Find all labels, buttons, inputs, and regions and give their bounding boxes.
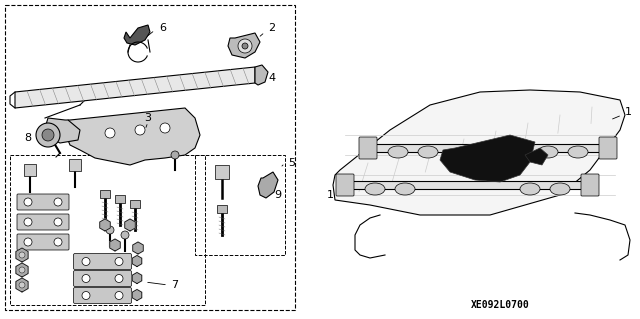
Bar <box>115 195 125 203</box>
Text: 5: 5 <box>289 158 296 168</box>
Circle shape <box>160 123 170 133</box>
Ellipse shape <box>388 146 408 158</box>
Polygon shape <box>45 118 80 143</box>
Circle shape <box>19 252 25 258</box>
Bar <box>100 190 110 198</box>
Text: 6: 6 <box>159 23 166 33</box>
Polygon shape <box>132 290 142 300</box>
Circle shape <box>238 39 252 53</box>
Polygon shape <box>333 90 625 215</box>
Polygon shape <box>133 242 143 254</box>
Circle shape <box>106 226 114 234</box>
Polygon shape <box>16 248 28 262</box>
Ellipse shape <box>418 146 438 158</box>
Polygon shape <box>124 25 150 45</box>
Circle shape <box>54 198 62 206</box>
Polygon shape <box>440 135 535 182</box>
Circle shape <box>54 238 62 246</box>
FancyBboxPatch shape <box>336 174 354 196</box>
Bar <box>215 165 229 179</box>
Text: 9: 9 <box>275 190 282 200</box>
Bar <box>345 181 590 189</box>
Circle shape <box>121 231 129 239</box>
Text: 8: 8 <box>24 133 31 143</box>
Bar <box>5 5 295 310</box>
Circle shape <box>42 129 54 141</box>
Circle shape <box>36 123 60 147</box>
Circle shape <box>54 218 62 226</box>
Ellipse shape <box>538 146 558 158</box>
Polygon shape <box>255 65 268 85</box>
Text: 2: 2 <box>268 23 276 33</box>
Polygon shape <box>110 239 120 251</box>
Text: 1: 1 <box>625 107 632 117</box>
Circle shape <box>82 257 90 265</box>
Bar <box>368 144 608 152</box>
Circle shape <box>105 128 115 138</box>
Bar <box>24 164 36 176</box>
Ellipse shape <box>550 183 570 195</box>
Bar <box>217 205 227 213</box>
FancyBboxPatch shape <box>74 287 131 303</box>
Text: 1: 1 <box>326 190 333 200</box>
FancyBboxPatch shape <box>581 174 599 196</box>
Polygon shape <box>228 33 260 58</box>
Polygon shape <box>16 278 28 292</box>
FancyBboxPatch shape <box>74 254 131 270</box>
FancyBboxPatch shape <box>599 137 617 159</box>
Circle shape <box>82 292 90 300</box>
Polygon shape <box>15 67 255 108</box>
FancyBboxPatch shape <box>17 194 69 210</box>
Polygon shape <box>16 263 28 277</box>
Circle shape <box>24 198 32 206</box>
Circle shape <box>24 238 32 246</box>
Text: 3: 3 <box>145 113 152 123</box>
Circle shape <box>115 257 123 265</box>
Text: XE092L0700: XE092L0700 <box>470 300 529 310</box>
Bar <box>69 159 81 171</box>
Ellipse shape <box>365 183 385 195</box>
Circle shape <box>19 282 25 288</box>
Polygon shape <box>100 219 110 231</box>
Ellipse shape <box>520 183 540 195</box>
Polygon shape <box>132 272 142 284</box>
Bar <box>195 155 285 255</box>
Circle shape <box>24 218 32 226</box>
FancyBboxPatch shape <box>359 137 377 159</box>
Ellipse shape <box>395 183 415 195</box>
Circle shape <box>115 275 123 283</box>
Bar <box>130 200 140 208</box>
Polygon shape <box>258 172 278 198</box>
Text: 4: 4 <box>268 73 276 83</box>
Ellipse shape <box>568 146 588 158</box>
Polygon shape <box>65 108 200 165</box>
Text: 7: 7 <box>172 280 179 290</box>
FancyBboxPatch shape <box>17 214 69 230</box>
FancyBboxPatch shape <box>74 271 131 286</box>
Circle shape <box>82 275 90 283</box>
Circle shape <box>242 43 248 49</box>
Polygon shape <box>525 148 548 165</box>
Polygon shape <box>125 219 135 231</box>
Bar <box>10 155 205 305</box>
Circle shape <box>171 151 179 159</box>
Polygon shape <box>132 256 142 266</box>
FancyBboxPatch shape <box>17 234 69 250</box>
Circle shape <box>135 125 145 135</box>
Circle shape <box>19 267 25 273</box>
Circle shape <box>115 292 123 300</box>
